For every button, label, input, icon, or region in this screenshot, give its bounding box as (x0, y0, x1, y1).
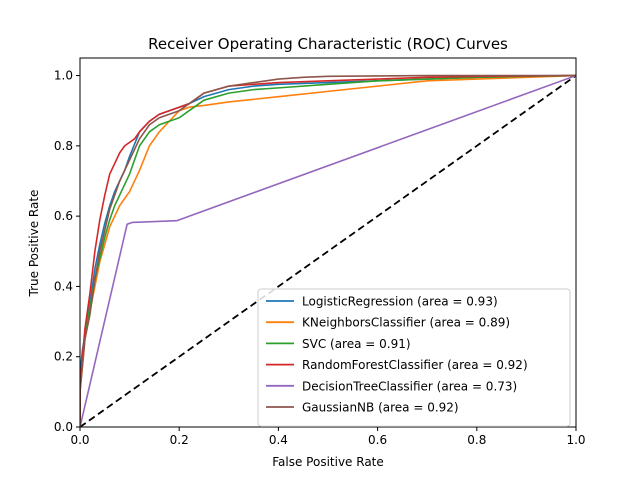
legend-label: DecisionTreeClassifier (area = 0.73) (302, 379, 517, 393)
y-axis-label: True Positive Rate (27, 190, 41, 298)
x-tick-label: 0.6 (368, 433, 387, 447)
legend: LogisticRegression (area = 0.93) KNeighbo… (257, 288, 571, 427)
plot-area (80, 74, 576, 427)
x-tick-label: 0.8 (467, 433, 486, 447)
x-tick-label: 1.0 (566, 433, 585, 447)
series-line-1 (80, 74, 576, 427)
legend-label: SVC (area = 0.91) (302, 337, 411, 351)
y-tick-label: 1.0 (54, 69, 73, 83)
y-tick-label: 0.0 (54, 420, 73, 434)
legend-label: GaussianNB (area = 0.92) (302, 401, 459, 415)
y-tick-label: 0.8 (54, 139, 73, 153)
x-tick-label: 0.2 (170, 433, 189, 447)
axes: 0.0 0.2 0.4 0.6 0.8 1.0 0.0 0.2 0.4 0.6 0.8 1.0 (54, 57, 586, 447)
chart-title: Receiver Operating Characteristic (ROC) … (148, 35, 508, 53)
y-tick-label: 0.6 (54, 209, 73, 223)
axes-frame (79, 57, 577, 428)
legend-label: RandomForestClassifier (area = 0.92) (302, 358, 528, 372)
x-axis-label: False Positive Rate (272, 455, 384, 469)
y-tick-label: 0.2 (54, 350, 73, 364)
chance-reference-line (80, 74, 576, 427)
x-tick-label: 0.0 (70, 433, 89, 447)
legend-label: KNeighborsClassifier (area = 0.89) (302, 316, 510, 330)
series-line-4 (80, 74, 576, 427)
y-tick-label: 0.4 (54, 279, 73, 293)
series-line-5 (80, 74, 576, 427)
legend-box (257, 288, 571, 427)
series-line-3 (80, 74, 576, 427)
x-tick-label: 0.4 (269, 433, 288, 447)
legend-label: LogisticRegression (area = 0.93) (302, 295, 498, 309)
